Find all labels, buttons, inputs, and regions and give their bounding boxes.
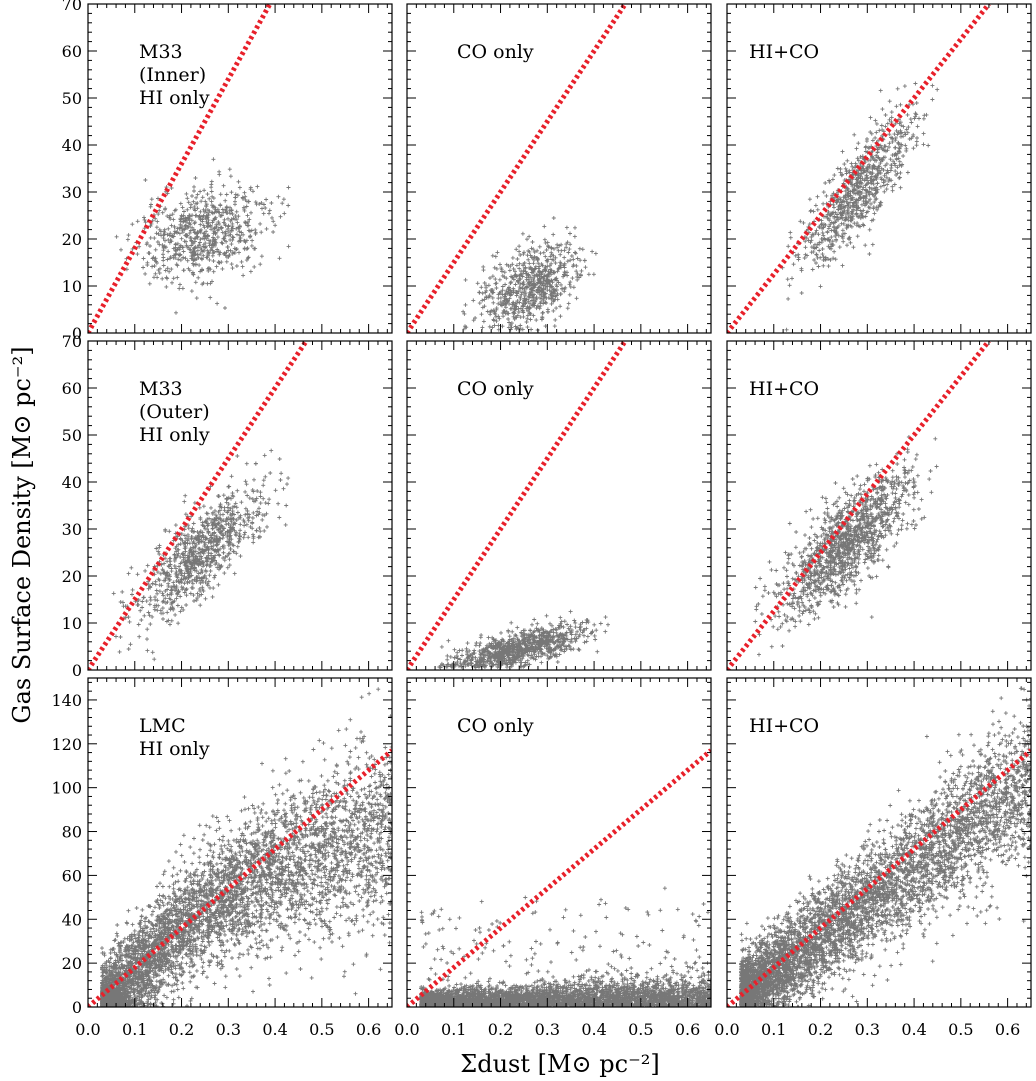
x-tick-label: 0.0 [714,1020,739,1039]
x-tick-label: 0.0 [75,1020,100,1039]
x-tick-label: 0.4 [901,1020,926,1039]
y-tick-label: 60 [62,379,82,398]
panel-label: M33 [139,41,183,63]
x-tick-label: 0.2 [169,1020,194,1039]
panel-1-1: CO only [406,340,712,671]
panel-1-2: HI+CO [726,340,1032,671]
panel-frame [406,3,712,334]
x-axis-label: Σdust [M⊙ pc⁻²] [460,1050,660,1078]
data-points [753,432,939,657]
y-tick-label: 40 [62,910,82,929]
panel-label: HI only [139,424,210,446]
y-tick-label: 60 [62,42,82,61]
x-tick-label: 0.4 [581,1020,606,1039]
panel-label: HI only [139,87,210,109]
panel-label: HI only [139,738,210,760]
data-points [780,81,940,332]
x-tick-label: 0.5 [628,1020,653,1039]
panel-frame [726,3,1032,334]
y-tick-label: 50 [62,89,82,108]
x-tick-label: 0.6 [356,1020,381,1039]
x-tick-label: 0.3 [216,1020,241,1039]
x-tick-label: 0.3 [535,1020,560,1039]
x-tick-label: 0.6 [675,1020,700,1039]
panel-0-2: HI+CO [726,3,1032,334]
panel-label: HI+CO [749,378,819,400]
y-tick-label: 0 [72,661,82,680]
x-tick-label: 0.4 [262,1020,287,1039]
panel-frame [406,340,712,671]
data-points [437,609,610,670]
data-points [461,216,598,332]
panel-2-0: 0.0 0.1 0.2 0.3 0.4 0.5 0.6 0 20 40 60 80 100 120 140 L… [51,677,393,1039]
y-tick-label: 70 [62,332,82,351]
panel-frame [406,677,712,1008]
x-tick-label: 0.1 [761,1020,786,1039]
relation-line [88,748,392,1007]
panel-label: (Outer) [139,401,210,423]
x-tick-label: 0.0 [394,1020,419,1039]
panel-2-1: 0.0 0.1 0.2 0.3 0.4 0.5 0.6 CO only [394,677,712,1039]
x-tick-label: 0.1 [122,1020,147,1039]
x-tick-label: 0.5 [309,1020,334,1039]
y-tick-label: 30 [62,183,82,202]
data-points [419,886,711,1007]
relation-line [407,748,711,1007]
panel-label: LMC [139,715,186,737]
panel-label: M33 [139,378,183,400]
y-tick-label: 20 [62,954,82,973]
panel-2-2: 0.0 0.1 0.2 0.3 0.4 0.5 0.6 HI+CO [714,677,1032,1039]
y-tick-label: 20 [62,567,82,586]
panel-frame [726,677,1032,1008]
y-tick-label: 40 [62,136,82,155]
panel-label: (Inner) [139,64,206,86]
panel-frame [726,340,1032,671]
x-tick-label: 0.2 [808,1020,833,1039]
y-tick-label: 20 [62,230,82,249]
panel-0-1: CO only [406,3,712,334]
panel-frame [87,3,393,334]
x-tick-label: 0.2 [488,1020,513,1039]
data-points [111,448,291,662]
panel-label: HI+CO [749,715,819,737]
relation-line [727,748,1031,1007]
y-tick-label: 140 [51,691,82,710]
x-tick-label: 0.5 [948,1020,973,1039]
x-tick-label: 0.1 [441,1020,466,1039]
panel-frame [87,677,393,1008]
y-tick-label: 80 [62,823,82,842]
panel-label: CO only [457,715,534,737]
y-tick-label: 0 [72,324,82,343]
panel-0-0: 0 10 20 30 40 50 60 70 M33(Inner)HI only [62,0,393,343]
panel-label: CO only [457,378,534,400]
panel-frame [87,340,393,671]
y-tick-label: 0 [72,998,82,1017]
y-tick-label: 10 [62,277,82,296]
y-axis-label: Gas Surface Density [M⊙ pc⁻²] [8,346,36,723]
relation-line [727,341,991,670]
panel-label: CO only [457,41,534,63]
y-tick-label: 30 [62,520,82,539]
x-tick-label: 0.6 [995,1020,1020,1039]
y-tick-label: 10 [62,614,82,633]
relation-line [88,4,273,333]
y-tick-label: 40 [62,473,82,492]
data-points [100,687,392,1007]
data-points [114,157,291,315]
y-tick-label: 100 [51,779,82,798]
panel-1-0: 0 10 20 30 40 50 60 70 M33(Outer)HI only [62,332,393,680]
x-tick-label: 0.3 [855,1020,880,1039]
y-tick-label: 120 [51,735,82,754]
y-tick-label: 50 [62,426,82,445]
relation-line [88,341,309,670]
y-tick-label: 70 [62,0,82,14]
relation-line [727,4,991,333]
panel-label: HI+CO [749,41,819,63]
y-tick-label: 60 [62,866,82,885]
